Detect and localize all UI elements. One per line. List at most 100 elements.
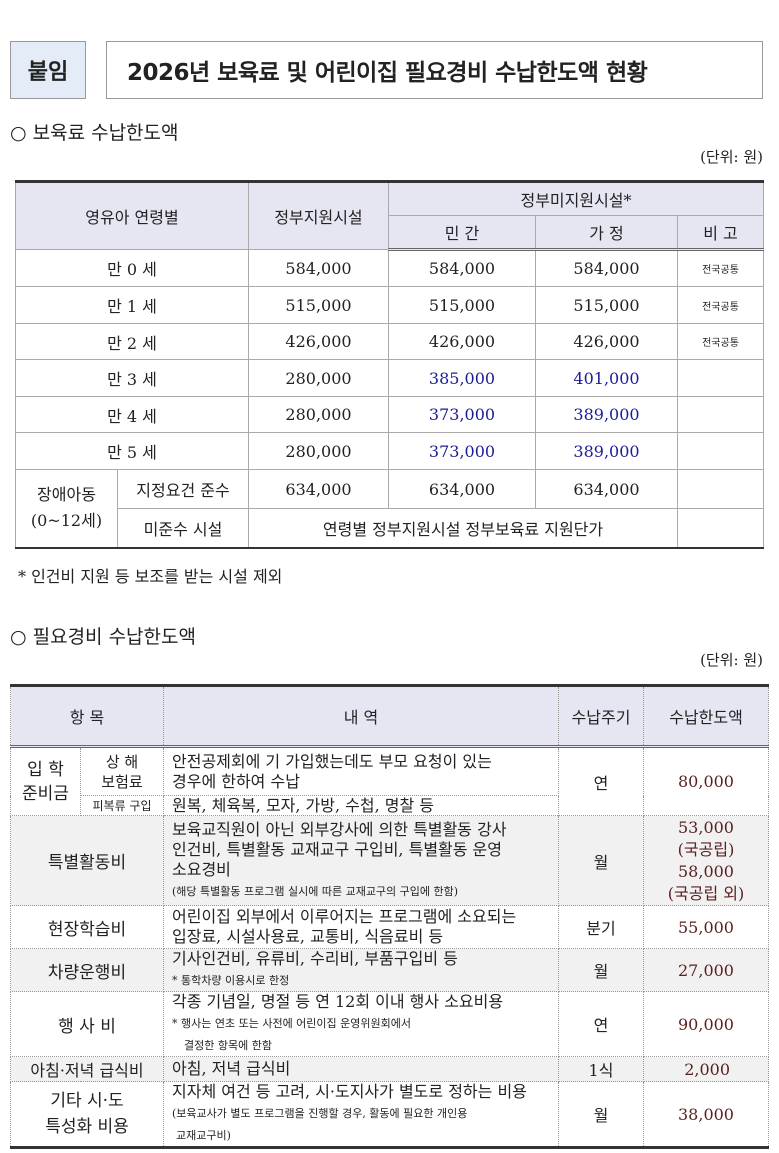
header-age: 영유아 연령별 [15,181,249,250]
header-note: 비 고 [676,215,765,251]
header-private: 민 간 [388,215,536,251]
gov-cell: 280,000 [248,432,389,470]
entrance-label: 입 학 준비금 [10,746,81,816]
age-cell: 만 4 세 [15,396,249,433]
attachment-tag: 붙임 [10,41,86,99]
header-cycle: 수납주기 [558,685,644,748]
limit-cell: 2,000 [643,1056,769,1082]
field-label: 현장학습비 [10,905,164,949]
limit-cell: 55,000 [643,905,769,949]
limit-cell: 27,000 [643,948,769,992]
table-row: 행 사 비 각종 기념일, 명절 등 연 12회 이내 행사 소요비용 * 행사는… [10,991,769,1057]
table-row: 만 0 세 584,000 584,000 584,000 전국공통 [15,249,765,287]
special-label: 특별활동비 [10,815,164,906]
table-row: 기타 시·도 특성화 비용 지자체 여건 등 고려, 시·도지사가 별도로 정하는… [10,1081,769,1148]
cycle-cell: 월 [558,1081,644,1148]
private-cell: 584,000 [388,249,536,287]
private-cell: 373,000 [388,432,536,470]
age-cell: 만 5 세 [15,432,249,470]
footnote: * 인건비 지원 등 보조를 받는 시설 제외 [18,567,283,586]
private-cell: 426,000 [388,323,536,360]
table-row: 만 5 세 280,000 373,000 389,000 [15,432,765,470]
other-desc: 지자체 여건 등 고려, 시·도지사가 별도로 정하는 비용 (보육교사가 별도 … [163,1081,559,1148]
table-row: 아침·저녁 급식비 아침, 저녁 급식비 1식 2,000 [10,1056,769,1082]
cycle-cell: 분기 [558,905,644,949]
header-limit: 수납한도액 [643,685,769,748]
note-cell: 전국공통 [676,286,765,324]
private-cell: 634,000 [388,469,536,509]
limit-cell: 80,000 [643,746,769,816]
private-cell: 385,000 [388,359,536,397]
home-cell: 515,000 [535,286,678,324]
special-desc: 보육교직원이 아닌 외부강사에 의한 특별활동 강사 인건비, 특별활동 교재교구… [163,815,559,906]
insurance-desc: 안전공제회에 기 가입했는데도 부모 요청이 있는 경우에 한하여 수납 [163,746,559,796]
limit-cell: 53,000 (국공립) 58,000 (국공립 외) [643,815,769,906]
table-row: 만 4 세 280,000 373,000 389,000 [15,396,765,433]
header-nongov: 정부미지원시설* [387,181,765,216]
disabled-label: 장애아동 (0~12세) [15,469,118,548]
header-gov: 정부지원시설 [248,181,389,250]
table-row: 만 1 세 515,000 515,000 515,000 전국공통 [15,286,765,324]
private-cell: 373,000 [388,396,536,433]
section1-unit: (단위: 원) [700,148,763,166]
home-cell: 389,000 [535,396,678,433]
meal-desc: 아침, 저녁 급식비 [163,1056,559,1082]
limit-cell: 38,000 [643,1081,769,1148]
cycle-cell: 연 [558,746,644,816]
cycle-cell: 1식 [558,1056,644,1082]
page-title: 2026년 보육료 및 어린이집 필요경비 수납한도액 현황 [106,41,763,99]
gov-cell: 426,000 [248,323,389,360]
table-row: 미준수 시설 연령별 정부지원시설 정부보육료 지원단가 [16,508,765,548]
header-home: 가 정 [535,215,678,251]
gov-cell: 515,000 [248,286,389,324]
vehicle-label: 차량운행비 [10,948,164,992]
home-cell: 389,000 [535,432,678,470]
noncompliant-label: 미준수 시설 [117,508,249,548]
noncompliant-text: 연령별 정부지원시설 정부보육료 지원단가 [248,508,678,548]
section2-unit: (단위: 원) [700,651,763,669]
age-cell: 만 3 세 [15,359,249,397]
compliant-label: 지정요건 준수 [117,469,249,509]
table-row: 차량운행비 기사인건비, 유류비, 수리비, 부품구입비 등 * 통학차량 이용시… [10,948,769,992]
section2-heading: ○ 필요경비 수납한도액 [10,626,196,648]
gov-cell: 584,000 [248,249,389,287]
home-cell: 426,000 [535,323,678,360]
age-cell: 만 0 세 [15,249,249,287]
table-row: 현장학습비 어린이집 외부에서 이루어지는 프로그램에 소요되는 입장료, 시설사… [10,905,769,949]
vehicle-desc: 기사인건비, 유류비, 수리비, 부품구입비 등 * 통학차량 이용시로 한정 [163,948,559,992]
limit-cell: 90,000 [643,991,769,1057]
note-cell [676,508,765,548]
note-cell [676,396,765,433]
cycle-cell: 월 [558,815,644,906]
event-desc: 각종 기념일, 명절 등 연 12회 이내 행사 소요비용 * 행사는 연초 또는… [163,991,559,1057]
cycle-cell: 월 [558,948,644,992]
header-desc: 내 역 [163,685,559,748]
section1-heading: ○ 보육료 수납한도액 [10,122,179,144]
insurance-label: 상 해 보험료 [80,746,164,796]
home-cell: 401,000 [535,359,678,397]
gov-cell: 280,000 [248,359,389,397]
table-row: 입 학 준비금 상 해 보험료 안전공제회에 기 가입했는데도 부모 요청이 있는 경… [10,746,769,816]
other-label: 기타 시·도 특성화 비용 [10,1081,164,1148]
table-row: 장애아동 (0~12세) 지정요건 준수 634,000 634,000 634,000 [15,469,765,548]
gov-cell: 280,000 [248,396,389,433]
event-label: 행 사 비 [10,991,164,1057]
cycle-cell: 연 [558,991,644,1057]
note-cell [676,359,765,397]
note-cell [676,432,765,470]
field-desc: 어린이집 외부에서 이루어지는 프로그램에 소요되는 입장료, 시설사용료, 교통… [163,905,559,949]
home-cell: 584,000 [535,249,678,287]
note-cell: 전국공통 [676,323,765,360]
note-cell [676,469,765,509]
clothing-desc: 원복, 체육복, 모자, 가방, 수첩, 명찰 등 [163,795,559,816]
header-item: 항 목 [10,685,164,748]
home-cell: 634,000 [535,469,678,509]
meal-label: 아침·저녁 급식비 [10,1056,164,1082]
table-row: 특별활동비 보육교직원이 아닌 외부강사에 의한 특별활동 강사 인건비, 특별활… [10,815,769,906]
table-row: 만 3 세 280,000 385,000 401,000 [15,359,765,397]
note-cell: 전국공통 [676,249,765,287]
private-cell: 515,000 [388,286,536,324]
table-row: 만 2 세 426,000 426,000 426,000 전국공통 [15,323,765,360]
